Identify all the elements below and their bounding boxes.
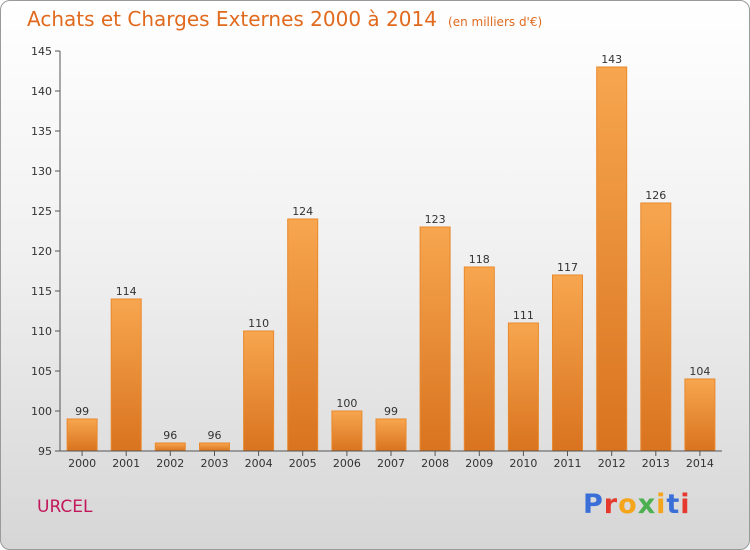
- labels-group: 99 2000 114 2001 96 2002 96 2003 110 2004 124 2005 1…: [31, 45, 714, 470]
- bar-2003: [199, 442, 230, 452]
- value-label-2003: 96: [208, 429, 222, 442]
- bar-2006: [331, 410, 363, 452]
- x-tick-label-2008: 2008: [421, 457, 449, 470]
- chart-title: Achats et Charges Externes 2000 à 2014 (…: [27, 7, 542, 31]
- value-label-2008: 123: [425, 213, 446, 226]
- proxiti-logo: Proxiti: [583, 489, 691, 520]
- bar-2014: [684, 378, 716, 452]
- chart-title-unit: (en milliers d'€): [448, 15, 543, 29]
- value-label-2007: 99: [384, 405, 398, 418]
- y-tick-label-115: 115: [31, 285, 52, 298]
- commune-name: URCEL: [37, 497, 93, 517]
- x-tick-label-2004: 2004: [245, 457, 273, 470]
- value-label-2004: 110: [248, 317, 269, 330]
- y-tick-label-145: 145: [31, 45, 52, 58]
- x-tick-label-2000: 2000: [68, 457, 96, 470]
- x-tick-label-2002: 2002: [156, 457, 184, 470]
- x-tick-label-2010: 2010: [509, 457, 537, 470]
- x-tick-label-2005: 2005: [289, 457, 317, 470]
- x-tick-label-2013: 2013: [642, 457, 670, 470]
- value-label-2012: 143: [601, 53, 622, 66]
- bar-2007: [375, 418, 407, 452]
- y-tick-label-105: 105: [31, 365, 52, 378]
- y-tick-label-100: 100: [31, 405, 52, 418]
- y-tick-label-135: 135: [31, 125, 52, 138]
- value-label-2010: 111: [513, 309, 534, 322]
- x-tick-label-2014: 2014: [686, 457, 714, 470]
- value-label-2000: 99: [75, 405, 89, 418]
- bar-2012: [596, 66, 628, 452]
- bar-2010: [507, 322, 539, 452]
- bars-group: [66, 66, 716, 452]
- y-tick-label-110: 110: [31, 325, 52, 338]
- axes-group: [55, 50, 722, 456]
- bar-2008: [419, 226, 451, 452]
- bar-2005: [287, 218, 319, 452]
- y-tick-label-140: 140: [31, 85, 52, 98]
- value-label-2005: 124: [292, 205, 313, 218]
- x-tick-label-2012: 2012: [598, 457, 626, 470]
- value-label-2001: 114: [116, 285, 137, 298]
- bar-2013: [640, 202, 672, 452]
- x-tick-label-2006: 2006: [333, 457, 361, 470]
- bar-2002: [154, 442, 186, 452]
- y-tick-label-120: 120: [31, 245, 52, 258]
- bar-2000: [66, 418, 98, 452]
- y-tick-label-125: 125: [31, 205, 52, 218]
- x-tick-label-2007: 2007: [377, 457, 405, 470]
- x-tick-label-2011: 2011: [554, 457, 582, 470]
- value-label-2014: 104: [689, 365, 710, 378]
- chart-title-main: Achats et Charges Externes 2000 à 2014: [27, 7, 437, 31]
- bar-2011: [552, 274, 583, 452]
- value-label-2011: 117: [557, 261, 578, 274]
- value-label-2002: 96: [163, 429, 177, 442]
- bar-2004: [243, 330, 275, 452]
- bar-2009: [463, 266, 495, 452]
- y-tick-label-95: 95: [38, 445, 52, 458]
- bar-2001: [110, 298, 142, 452]
- y-tick-label-130: 130: [31, 165, 52, 178]
- x-tick-label-2001: 2001: [112, 457, 140, 470]
- value-label-2006: 100: [336, 397, 357, 410]
- value-label-2009: 118: [469, 253, 490, 266]
- x-tick-label-2003: 2003: [201, 457, 229, 470]
- x-tick-label-2009: 2009: [465, 457, 493, 470]
- value-label-2013: 126: [645, 189, 666, 202]
